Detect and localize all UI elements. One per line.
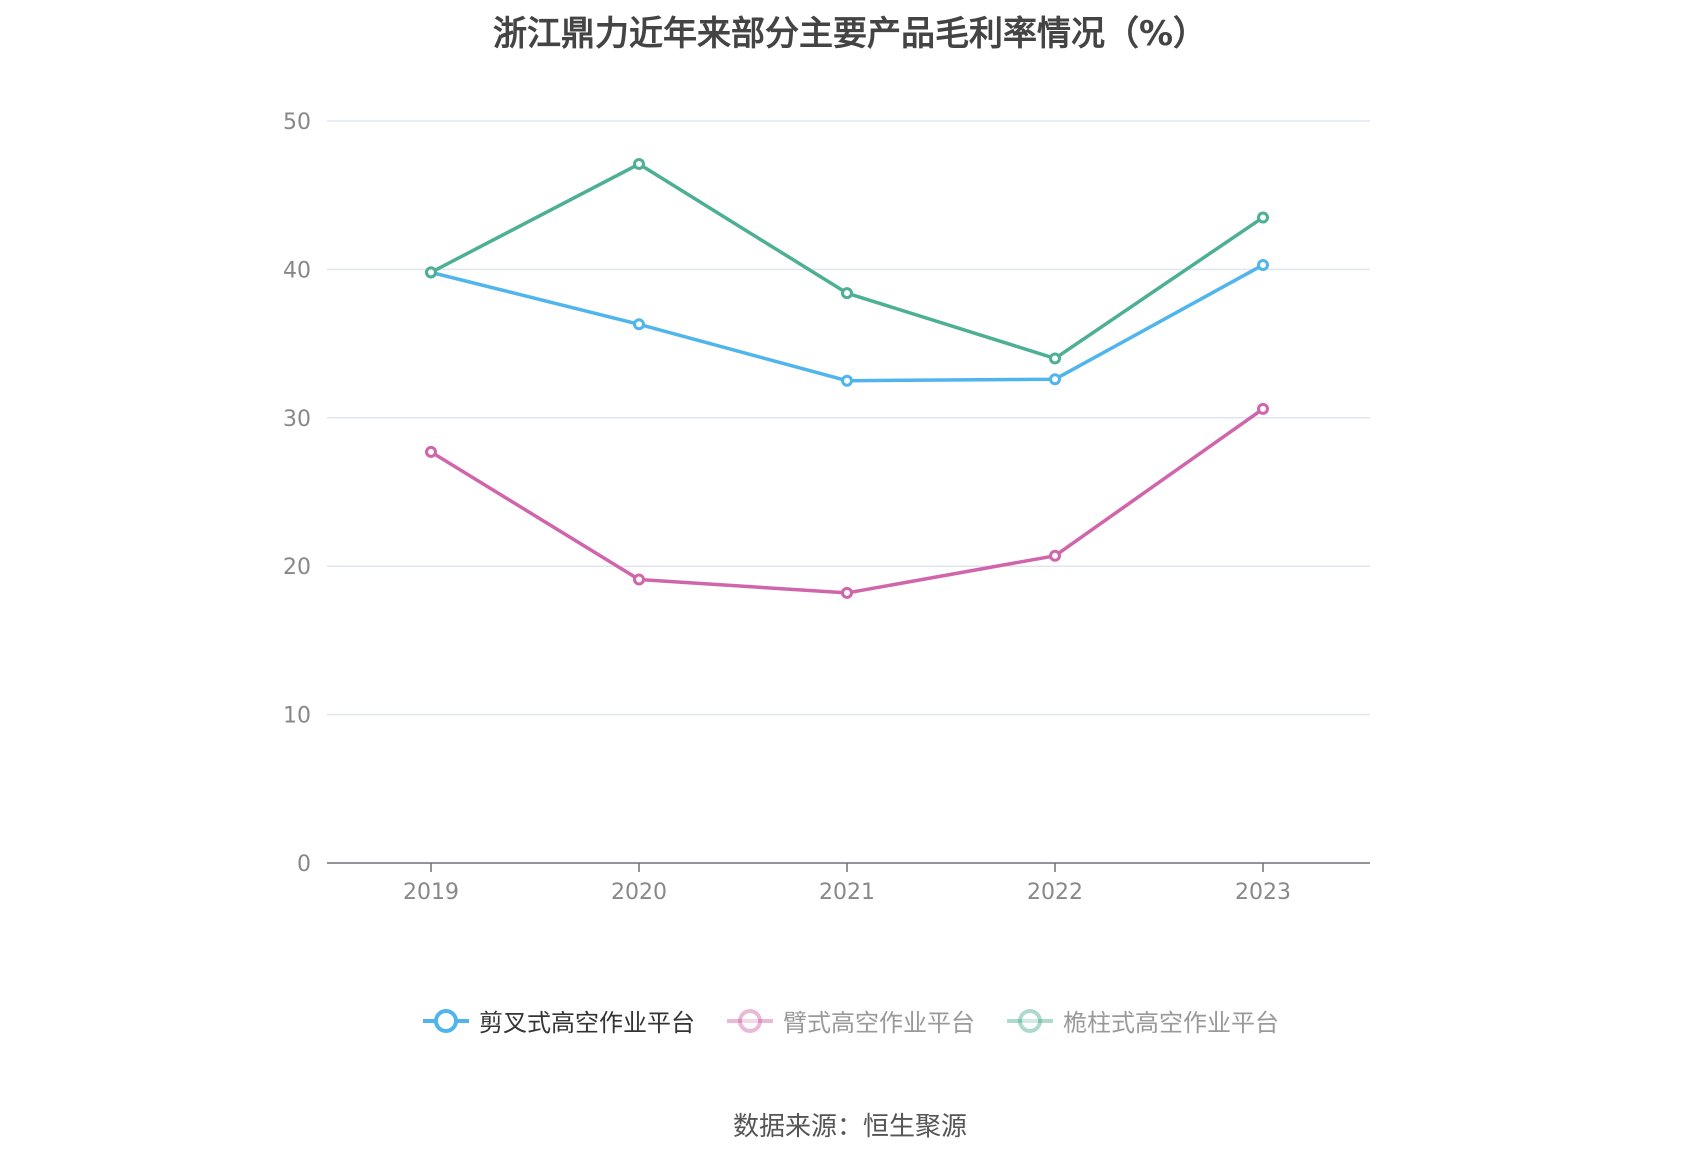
- data-point: [633, 318, 645, 331]
- series-0: [425, 258, 1269, 387]
- legend-line-icon: [423, 1008, 469, 1033]
- legend-line-icon: [1007, 1008, 1053, 1033]
- data-point: [425, 445, 437, 458]
- series-1: [425, 402, 1269, 599]
- legend-label: 臂式高空作业平台: [783, 1009, 975, 1037]
- data-point: [633, 158, 645, 171]
- data-point: [1257, 258, 1269, 271]
- data-point: [1049, 549, 1061, 562]
- data-point: [425, 266, 437, 279]
- y-tick-label: 20: [283, 555, 311, 580]
- x-axis-ticks: 2019 2020 2021 2022 2023: [403, 863, 1291, 905]
- y-axis-ticks: 0 10 20 30 40 50: [283, 110, 311, 877]
- x-tick-label: 2020: [611, 880, 667, 905]
- legend-line-icon: [727, 1008, 773, 1033]
- data-point: [633, 573, 645, 586]
- x-tick-label: 2022: [1027, 880, 1083, 905]
- data-point: [1049, 373, 1061, 386]
- series-line: [430, 263, 1264, 383]
- y-tick-label: 10: [283, 704, 311, 729]
- x-tick-label: 2019: [403, 880, 459, 905]
- data-point: [841, 586, 853, 599]
- series-2: [425, 158, 1269, 365]
- series-line: [430, 407, 1265, 595]
- data-point: [841, 374, 853, 387]
- data-point: [1257, 211, 1269, 224]
- chart-title: 浙江鼎力近年来部分主要产品毛利率情况（%）: [492, 14, 1208, 54]
- y-tick-label: 0: [297, 852, 311, 877]
- x-tick-label: 2021: [819, 880, 875, 905]
- y-tick-label: 30: [283, 407, 311, 432]
- grid-lines: [327, 120, 1370, 716]
- series-line: [430, 162, 1264, 361]
- y-tick-label: 40: [283, 258, 311, 283]
- data-point: [1257, 402, 1269, 415]
- data-point: [841, 287, 853, 300]
- x-tick-label: 2023: [1235, 880, 1291, 905]
- legend-item-1[interactable]: 臂式高空作业平台: [725, 1003, 975, 1038]
- legend: 剪叉式高空作业平台 臂式高空作业平台 桅柱式高空作业平台: [0, 1003, 1700, 1038]
- legend-label: 桅柱式高空作业平台: [1063, 1009, 1279, 1037]
- series-lines: [425, 158, 1269, 599]
- legend-item-0[interactable]: 剪叉式高空作业平台: [421, 1003, 695, 1038]
- legend-label: 剪叉式高空作业平台: [479, 1009, 695, 1037]
- data-point: [1049, 352, 1061, 365]
- legend-item-2[interactable]: 桅柱式高空作业平台: [1005, 1003, 1279, 1038]
- y-tick-label: 50: [283, 110, 311, 135]
- data-source: 数据来源：恒生聚源: [732, 1112, 967, 1142]
